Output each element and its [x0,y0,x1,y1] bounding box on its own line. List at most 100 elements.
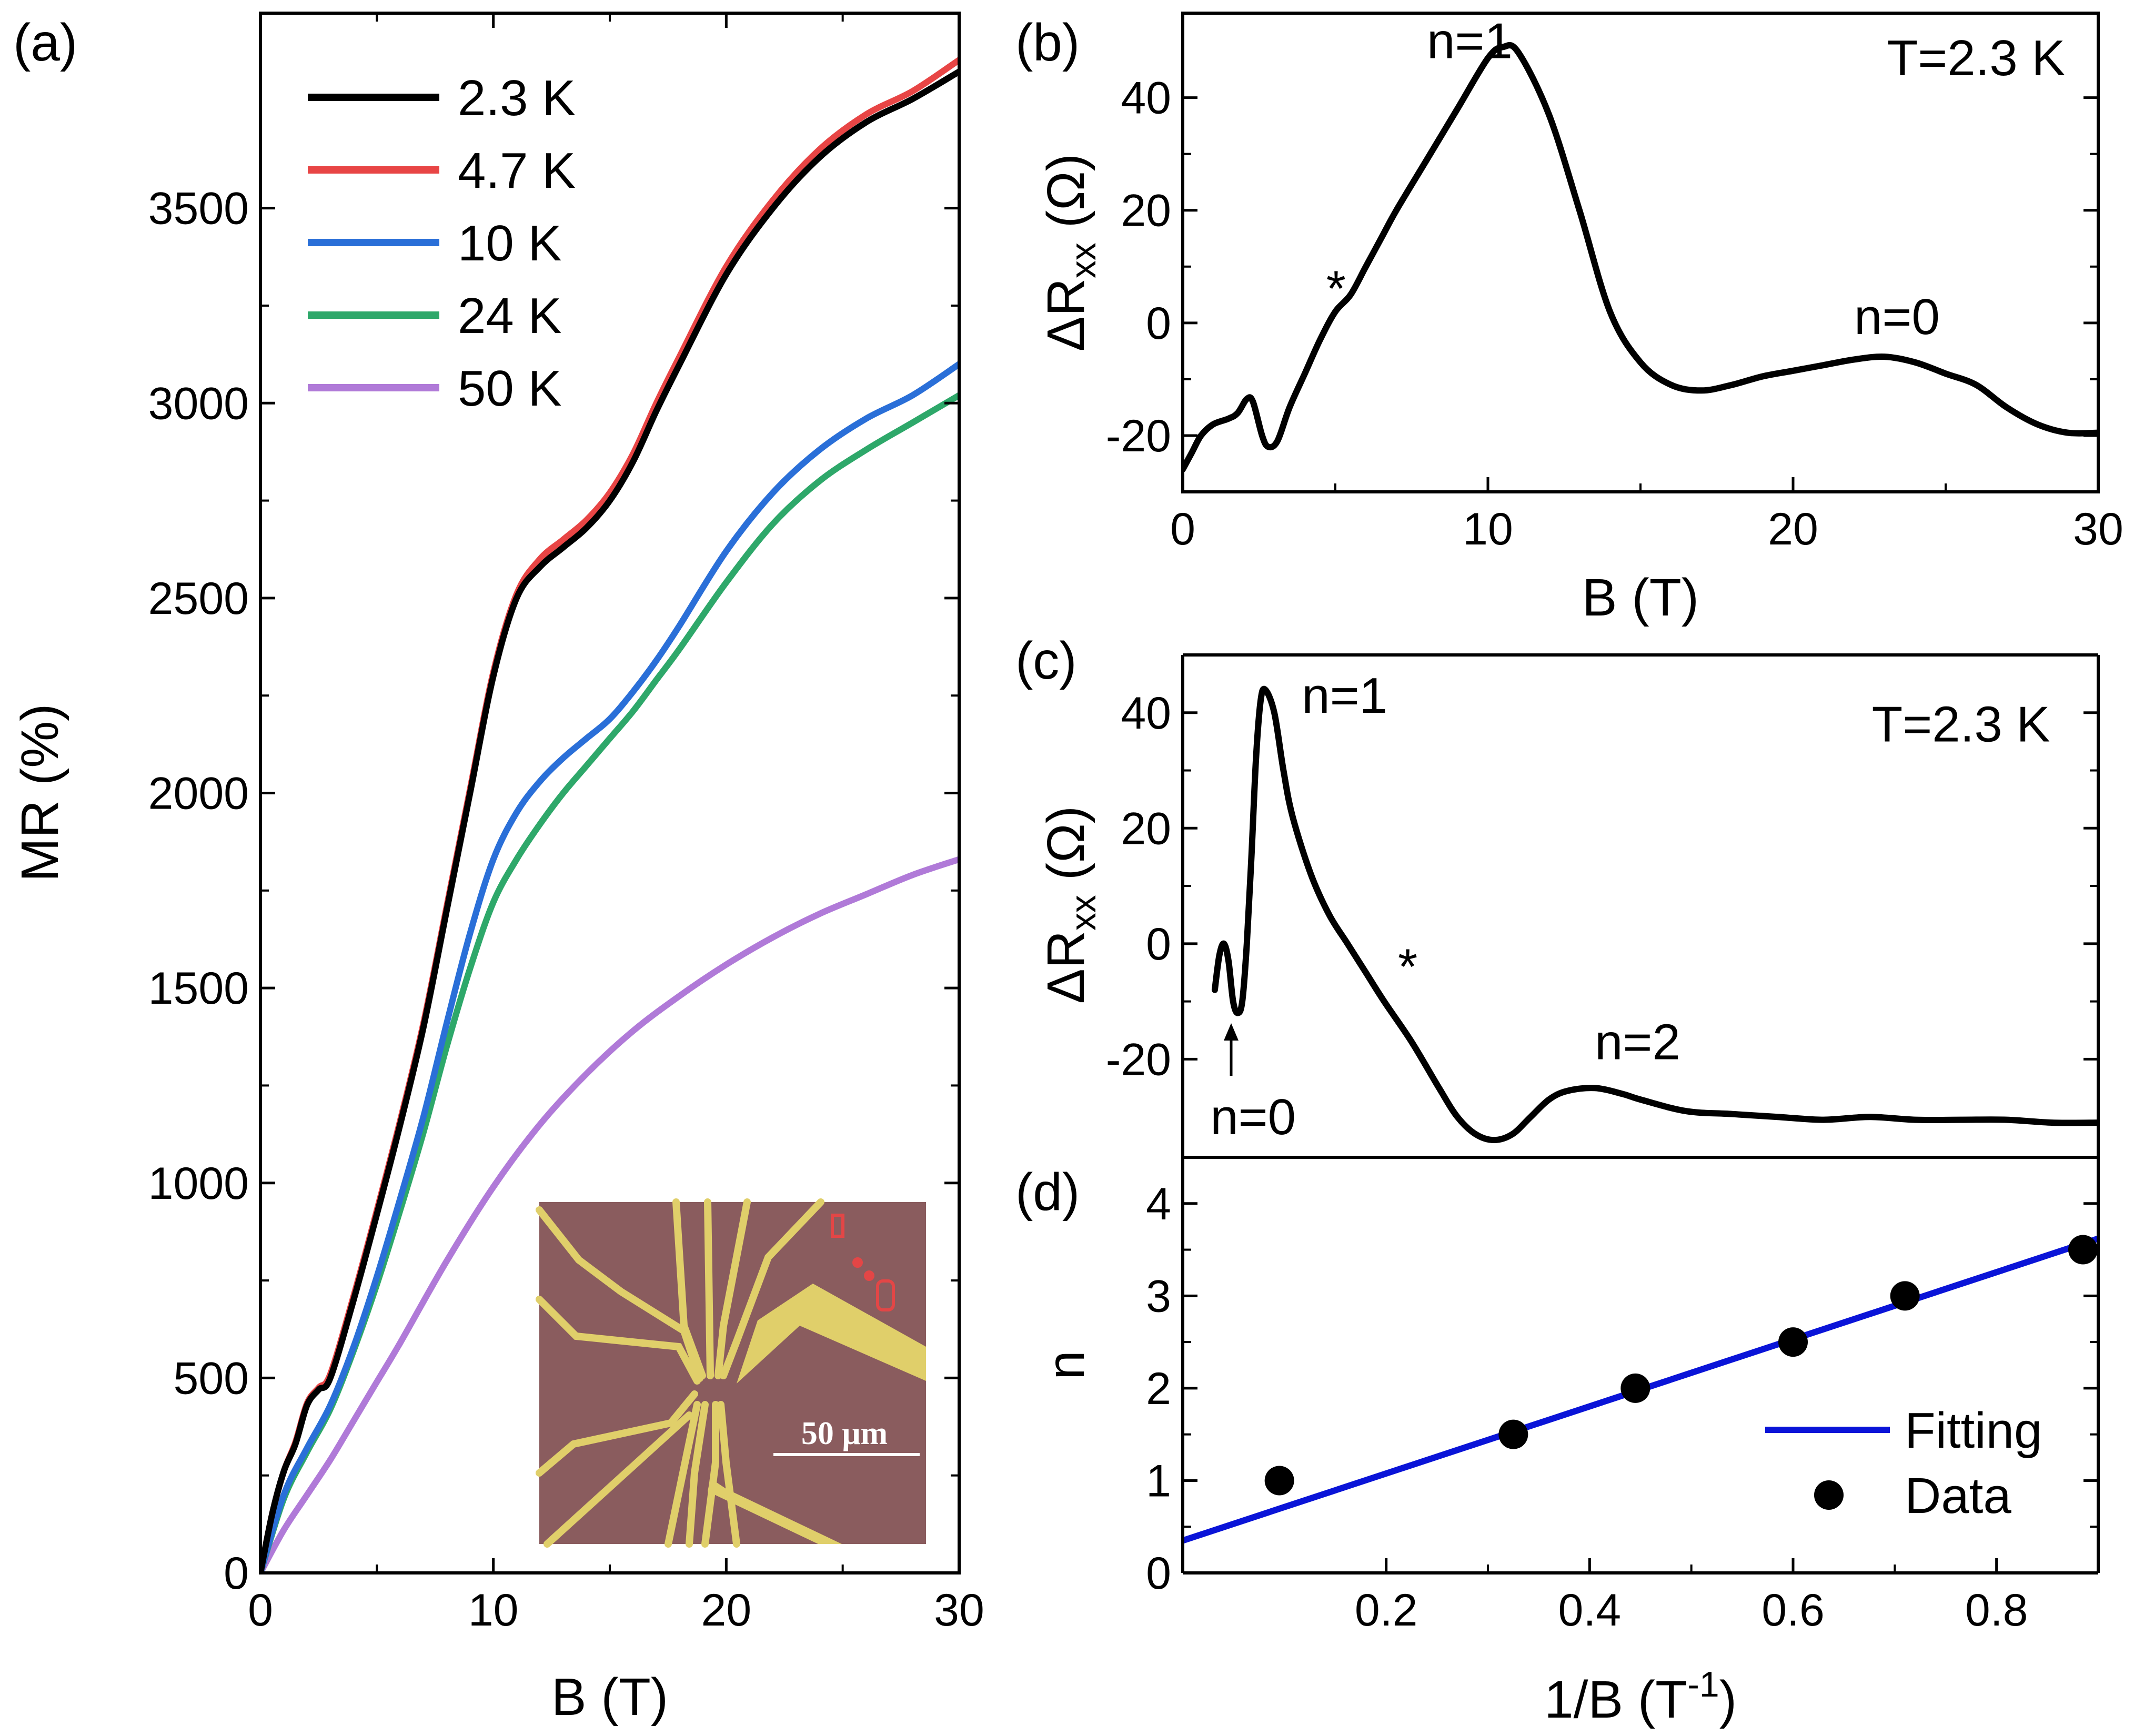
data-point-d [1778,1327,1808,1357]
b-y-tick-label: 0 [1146,298,1171,349]
annotation-c: T=2.3 K [1872,697,2050,753]
c-y-tick-label: 20 [1121,803,1171,854]
panel-a-legend: 2.3 K 4.7 K 10 K 24 K 50 K [308,70,576,417]
a-y-tick-label: 0 [224,1548,249,1599]
panel-d-legend: Fitting Data [1765,1402,2042,1524]
panel-c-series-layer [1211,685,2098,1144]
d-y-tick-label: 3 [1146,1271,1171,1321]
panel-c-y-axis-main: ΔR [1036,931,1095,1004]
panel-d-chart: 0.2 0.4 0.6 0.8 0 1 2 3 4 1/B (T-1) n Fitting Dat… [1036,1157,2100,1729]
b-x-tick-label: 20 [1768,504,1818,554]
panel-b-x-axis-title: B (T) [1582,568,1699,627]
panel-c-y-axis-sub: xx [1063,895,1103,931]
data-point-d [1620,1373,1650,1403]
d-y-tick-label: 1 [1146,1456,1171,1506]
panel-label-b: (b) [1015,13,1080,72]
c-y-tick-label: -20 [1106,1034,1171,1085]
inset-large-pad [737,1284,926,1384]
panel-c-y-axis-title: ΔRxx (Ω) [1036,806,1103,1004]
legend-a-label: 24 K [458,288,561,344]
annotation-b: T=2.3 K [1887,30,2066,86]
d-x-tick-label: 0.6 [1761,1585,1825,1636]
panel-b-y-axis-unit: (Ω) [1036,154,1095,243]
a-y-tick-label: 2000 [148,769,249,819]
inset-markers [831,1214,895,1311]
series-line-a-10-k [260,361,959,1573]
panel-c-chart: -20 0 20 40 ΔRxx (Ω) n=1 * n=2 n=0 T=2.3 K [1036,653,2100,1159]
d-y-tick-label: 0 [1146,1548,1171,1599]
a-y-tick-label: 3000 [148,378,249,429]
annotation-b: n=0 [1854,289,1940,345]
panel-c-y-axis-unit: (Ω) [1036,806,1095,895]
a-x-tick-label: 30 [934,1585,984,1636]
d-x-tick-label: 0.4 [1558,1585,1622,1636]
series-line-a-50-k [260,856,959,1573]
panel-c-ticks: -20 0 20 40 [1106,688,2098,1085]
panel-d-series-layer [1183,1235,2098,1544]
panel-b-y-axis-title: ΔRxx (Ω) [1036,154,1103,351]
d-y-tick-label: 2 [1146,1364,1171,1414]
d-x-tick-label: 0.8 [1965,1585,2028,1636]
panel-d-y-axis-title: n [1036,1350,1095,1380]
c-y-tick-label: 0 [1146,919,1171,970]
series-line-c--rxx [1211,685,2098,1144]
panel-label-a: (a) [13,13,77,72]
c-y-tick-label: 40 [1121,688,1171,739]
data-point-d [1264,1466,1294,1496]
panel-a-y-axis-title: MR (%) [11,704,69,882]
panel-d-x-axis-title: 1/B (T-1) [1544,1664,1737,1729]
panel-label-d: (d) [1015,1163,1080,1222]
panel-b-chart: 0 10 20 30 -20 0 20 40 B (T) ΔRxx (Ω) n=1 * n=0 T=… [1036,12,2123,627]
a-x-tick-label: 0 [248,1585,273,1636]
a-y-tick-label: 1000 [148,1158,249,1209]
legend-d-data-label: Data [1905,1468,2011,1524]
b-y-tick-label: 40 [1121,73,1171,124]
a-x-tick-label: 20 [701,1585,751,1636]
data-point-d [1890,1281,1920,1311]
panel-b-annotations: n=1 * n=0 T=2.3 K [1326,13,2066,346]
panel-a-ticks: 0 10 20 30 0 500 1000 1500 2000 2500 3000 3500 [148,13,984,1636]
annotation-c: n=2 [1595,1014,1680,1070]
panel-d-x-axis-end: ) [1719,1670,1737,1729]
panel-d-ticks: 0.2 0.4 0.6 0.8 0 1 2 3 4 [1146,1179,2098,1636]
panel-a-series-layer [260,57,959,1573]
annotation-c: n=0 [1210,1089,1296,1145]
panel-b-series-layer [1183,42,2098,473]
data-point-d [1498,1419,1528,1449]
d-x-tick-label: 0.2 [1355,1585,1418,1636]
a-y-tick-label: 1500 [148,963,249,1014]
a-x-tick-label: 10 [468,1585,519,1636]
legend-a-label: 10 K [458,215,561,271]
inset-scale-label: 50 μm [801,1416,888,1451]
annotation-b: * [1326,261,1346,317]
b-x-tick-label: 0 [1170,504,1195,554]
annotation-c: * [1398,939,1417,995]
b-y-tick-label: 20 [1121,186,1171,236]
legend-a-label: 4.7 K [458,143,576,199]
a-y-tick-label: 500 [174,1353,249,1404]
annotation-b: n=1 [1427,13,1513,69]
panel-b-y-axis-sub: xx [1063,243,1103,278]
panel-label-c: (c) [1015,631,1077,690]
panel-c-n0-arrow [1224,1023,1239,1076]
panel-d-x-axis-main: 1/B (T [1544,1670,1687,1729]
panel-b-ticks: 0 10 20 30 -20 0 20 40 [1106,73,2123,554]
panel-b-y-axis-main: ΔR [1036,278,1095,351]
b-y-tick-label: -20 [1106,411,1171,461]
legend-a-label: 2.3 K [458,70,576,126]
b-x-tick-label: 10 [1463,504,1513,554]
inset-electrodes [536,1198,824,1548]
b-x-tick-label: 30 [2073,504,2123,554]
inset-micrograph: 50 μm [536,1198,926,1548]
panel-c-annotations: n=1 * n=2 n=0 T=2.3 K [1210,668,2050,1145]
data-point-d [2068,1235,2098,1265]
panel-a-chart: 0 10 20 30 0 500 1000 1500 2000 2500 3000 3500 B (T… [11,12,984,1727]
panel-a-x-axis-title: B (T) [551,1668,668,1727]
legend-d-data-swatch [1814,1480,1844,1510]
annotation-c: n=1 [1302,668,1387,724]
series-line-b--rxx [1183,42,2098,473]
a-y-tick-label: 2500 [148,573,249,624]
d-y-tick-label: 4 [1146,1179,1171,1229]
series-line-a-2-3-k [260,68,959,1573]
